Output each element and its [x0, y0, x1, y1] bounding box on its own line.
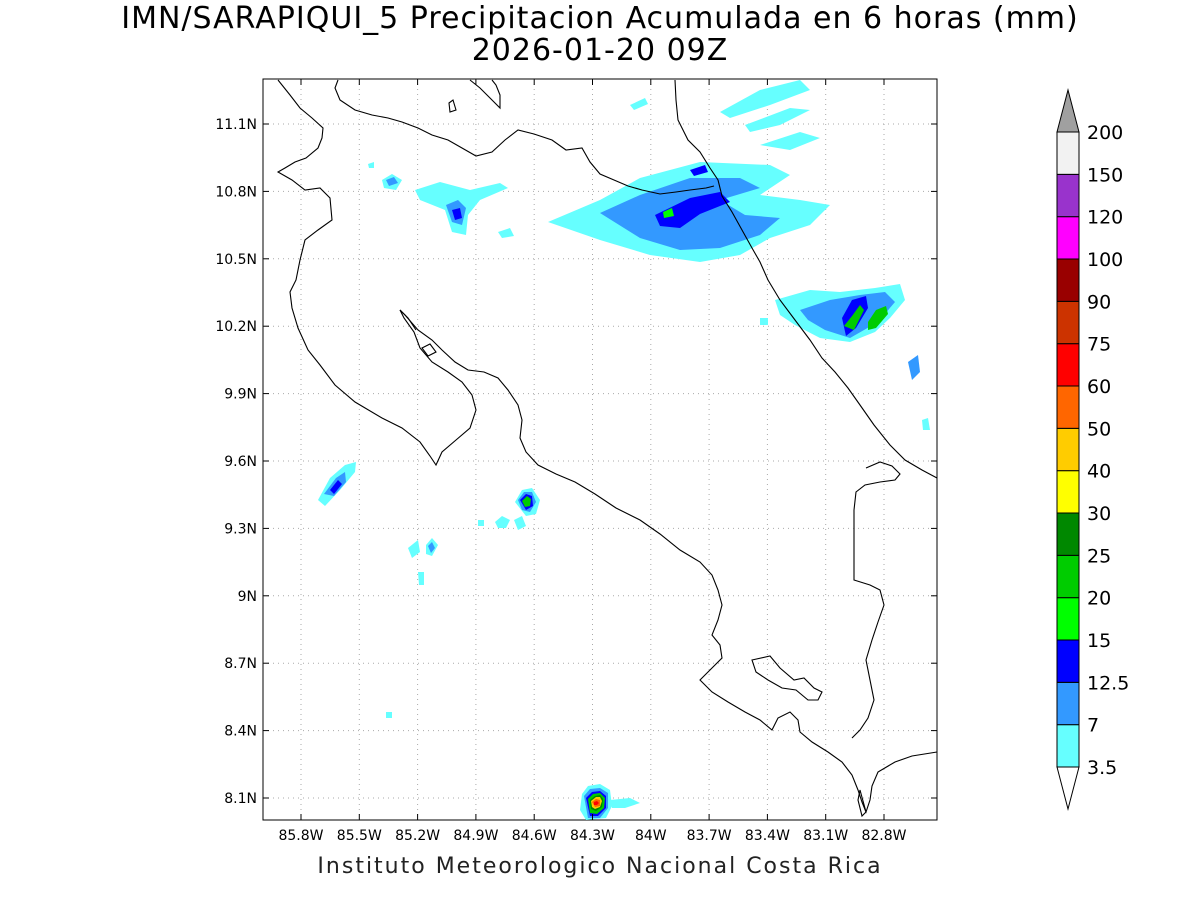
precip-area-south: [580, 784, 640, 820]
colorbar-swatch: [1056, 385, 1080, 429]
colorbar-swatch: [1056, 343, 1080, 387]
precip-area-pacific: [318, 462, 540, 718]
border-nicaragua: [334, 79, 715, 195]
map-title: IMN/SARAPIQUI_5 Precipitacion Acumulada …: [121, 1, 1079, 36]
colorbar-label: 25: [1087, 545, 1111, 567]
island-nicoya: [421, 343, 437, 357]
lon-tick-label: 84.6W: [512, 828, 557, 844]
colorbar-legend: 3.5 7 12.5 15 20 25 30 40 50 60 75 90 100 120 150 200: [1056, 88, 1129, 811]
coastline-nicoya-gulf: [399, 309, 417, 331]
lon-tick-label: 84W: [635, 828, 667, 844]
colorbar-swatch: [1056, 512, 1080, 556]
precip-area-northeast: [760, 284, 930, 430]
lat-tick-label: 8.7N: [224, 656, 257, 672]
colorbar-label: 50: [1087, 418, 1111, 440]
lat-tick-label: 10.5N: [215, 252, 257, 268]
map-subtitle-datetime: 2026-01-20 09Z: [471, 33, 729, 68]
lat-tick-label: 10.8N: [215, 184, 257, 200]
colorbar-label: 150: [1087, 164, 1123, 186]
colorbar-label: 7: [1087, 715, 1099, 737]
colorbar-label: 90: [1087, 291, 1111, 313]
colorbar-label: 120: [1087, 207, 1123, 229]
map-frame: [262, 78, 938, 821]
lat-tick-label: 9.6N: [224, 454, 257, 470]
latitude-axis: 11.1N 10.8N 10.5N 10.2N 9.9N 9.6N 9.3N 9N 8.7N 8.…: [215, 117, 937, 807]
precip-area-north: [548, 80, 830, 262]
colorbar-swatch: [1056, 258, 1080, 302]
lat-tick-label: 11.1N: [215, 117, 257, 133]
coastline-osa-burica: [751, 655, 823, 701]
lon-tick-label: 83.7W: [687, 828, 732, 844]
colorbar-label: 20: [1087, 588, 1111, 610]
colorbar-swatch: [1056, 681, 1080, 726]
colorbar-swatch: [1056, 597, 1080, 641]
coastlines-borders: [276, 79, 938, 818]
colorbar-swatch: [1056, 427, 1080, 472]
colorbar-label: 15: [1087, 630, 1111, 652]
lat-tick-label: 8.4N: [224, 724, 257, 740]
lat-tick-label: 10.2N: [215, 319, 257, 335]
colorbar-label: 12.5: [1087, 672, 1129, 694]
footer-credit: Instituto Meteorologico Nacional Costa R…: [317, 854, 883, 879]
colorbar-swatch: [1056, 300, 1080, 345]
precipitation-field: [318, 80, 930, 820]
island-north: [448, 99, 457, 113]
colorbar-swatch: [1056, 724, 1080, 768]
coastline-nicaragua-north: [276, 79, 938, 814]
colorbar-swatch: [1056, 639, 1080, 683]
colorbar-max-triangle: [1056, 88, 1080, 133]
lon-tick-label: 85.2W: [395, 828, 440, 844]
colorbar-label: 3.5: [1087, 757, 1117, 779]
colorbar-label: 75: [1087, 334, 1111, 356]
colorbar-swatch: [1056, 470, 1080, 514]
lon-tick-label: 85.5W: [337, 828, 382, 844]
colorbar-swatch: [1056, 554, 1080, 599]
lon-tick-label: 85.8W: [278, 828, 323, 844]
colorbar-swatch: [1056, 131, 1080, 175]
lat-tick-label: 9.9N: [224, 387, 257, 403]
colorbar-min-triangle: [1056, 766, 1080, 811]
lake-nicaragua-shore: [469, 79, 501, 110]
colorbar-label: 30: [1087, 503, 1111, 525]
colorbar-swatch: [1056, 216, 1080, 260]
coastline-burica: [857, 789, 867, 818]
lat-tick-label: 8.1N: [224, 791, 257, 807]
lon-tick-label: 83.4W: [745, 828, 790, 844]
lon-tick-label: 82.8W: [861, 828, 906, 844]
colorbar-label: 100: [1087, 249, 1123, 271]
colorbar-swatch: [1056, 173, 1080, 218]
gridlines: [263, 79, 937, 820]
lat-tick-label: 9N: [238, 589, 257, 605]
colorbar-label: 200: [1087, 122, 1123, 144]
colorbar-label: 40: [1087, 461, 1111, 483]
lon-tick-label: 84.3W: [570, 828, 615, 844]
colorbar-label: 60: [1087, 376, 1111, 398]
precip-area-northwest: [368, 162, 514, 238]
longitude-axis: 85.8W 85.5W 85.2W 84.9W 84.6W 84.3W 84W 83.7W 83…: [278, 79, 907, 844]
lon-tick-label: 84.9W: [453, 828, 498, 844]
caribbean-coast: [674, 79, 938, 479]
lon-tick-label: 83.1W: [803, 828, 848, 844]
lat-tick-label: 9.3N: [224, 521, 257, 537]
border-panama: [851, 461, 901, 739]
